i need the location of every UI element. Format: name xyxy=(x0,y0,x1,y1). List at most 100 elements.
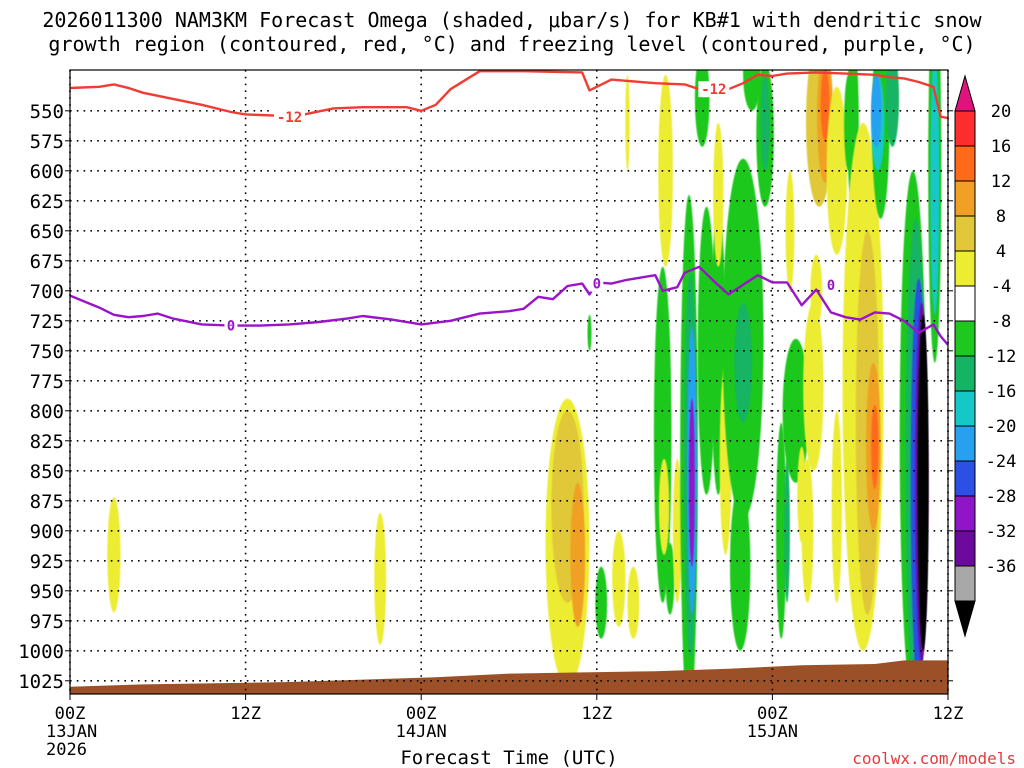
contour-label-4: 0 xyxy=(827,278,835,294)
colorbar-swatch-8 xyxy=(954,355,976,392)
omega-cell-25 xyxy=(734,302,752,423)
y-tick-label-950: 950 xyxy=(30,581,64,603)
x-tick-date-24: 14JAN xyxy=(396,722,447,742)
x-tick-date-0: 13JAN xyxy=(46,722,97,742)
y-tick-label-850: 850 xyxy=(30,461,64,483)
y-tick-label-725: 725 xyxy=(30,311,64,333)
colorbar-label--8: -8 xyxy=(991,312,1011,332)
contour-line-minus12 xyxy=(70,70,948,120)
x-axis-label: Forecast Time (UTC) xyxy=(400,747,617,768)
colorbar-label-4: 4 xyxy=(996,242,1006,262)
x-tick-label-48: 00Z xyxy=(757,704,788,724)
omega-cell-40 xyxy=(820,70,830,141)
omega-cell-59 xyxy=(930,70,940,315)
colorbar-swatch-9 xyxy=(954,390,976,427)
contour-label-bg-4 xyxy=(824,276,838,293)
omega-cell-26 xyxy=(730,482,751,651)
colorbar-swatch-5 xyxy=(954,250,976,287)
contour-label-bg-0 xyxy=(274,108,305,125)
colorbar-swatch-2 xyxy=(954,145,976,182)
contour-label-2: 0 xyxy=(227,319,235,335)
y-tick-label-975: 975 xyxy=(30,611,64,633)
colorbar-swatch-3 xyxy=(954,180,976,217)
credit-text: coolwx.com/models xyxy=(852,749,1016,768)
colorbar-swatch-1 xyxy=(954,110,976,147)
y-axis-ticks: 550 575 600 625 650 675 700 725 750 775 800 825 850 8… xyxy=(18,101,953,693)
contour-labels: -12 -12 0 0 0 xyxy=(224,81,838,335)
colorbar-label--12: -12 xyxy=(986,347,1017,367)
omega-cell-30 xyxy=(776,422,787,639)
colorbar-label--32: -32 xyxy=(986,522,1017,542)
y-tick-label-750: 750 xyxy=(30,341,64,363)
colorbar-swatch-12 xyxy=(954,495,976,532)
y-tick-label-1000: 1000 xyxy=(18,641,64,663)
omega-cell-57 xyxy=(917,314,929,651)
colorbar-label--24: -24 xyxy=(986,452,1017,472)
omega-cell-36 xyxy=(803,302,824,471)
colorbar-swatch-4 xyxy=(954,215,976,252)
y-tick-label-800: 800 xyxy=(30,401,64,423)
contour-label-bg-2 xyxy=(224,317,238,334)
colorbar-label--4: -4 xyxy=(991,277,1011,297)
y-tick-label-575: 575 xyxy=(30,131,64,153)
omega-cell-35 xyxy=(801,458,814,603)
omega-cell-9 xyxy=(625,74,630,171)
omega-cell-32 xyxy=(782,338,809,483)
x-tick-date-48: 15JAN xyxy=(747,722,798,742)
x-tick-label-24: 00Z xyxy=(406,704,437,724)
colorbar-label-20: 20 xyxy=(991,102,1011,122)
colorbar-label-8: 8 xyxy=(996,207,1006,227)
y-tick-label-625: 625 xyxy=(30,191,64,213)
omega-cell-13 xyxy=(665,542,675,615)
chart-title-line2: growth region (contoured, red, °C) and f… xyxy=(48,32,975,56)
omega-cell-6 xyxy=(595,566,608,639)
y-tick-label-875: 875 xyxy=(30,491,64,513)
colorbar-swatch-7 xyxy=(954,320,976,357)
y-tick-label-900: 900 xyxy=(30,521,64,543)
omega-cell-1 xyxy=(374,512,387,645)
omega-cell-7 xyxy=(612,530,626,627)
omega-cell-48 xyxy=(871,404,879,489)
colorbar-swatch-10 xyxy=(954,425,976,462)
omega-cell-31 xyxy=(784,458,790,603)
plot-frame xyxy=(69,69,949,695)
omega-cell-5 xyxy=(587,314,592,351)
omega-cell-29 xyxy=(760,74,770,171)
x-tick-label-60: 12Z xyxy=(933,704,964,724)
y-tick-label-700: 700 xyxy=(30,281,64,303)
omega-cell-0 xyxy=(107,497,121,613)
omega-cell-33 xyxy=(785,170,795,291)
chart-title-line1: 2026011300 NAM3KM Forecast Omega (shaded… xyxy=(42,8,982,32)
omega-cell-52 xyxy=(885,70,899,147)
omega-cell-42 xyxy=(831,410,842,603)
contour-label-bg-1 xyxy=(698,81,730,98)
contour-label-0: -12 xyxy=(277,110,302,126)
y-tick-label-925: 925 xyxy=(30,551,64,573)
x-tick-year-0: 2026 xyxy=(46,740,87,760)
contour-label-1: -12 xyxy=(701,82,726,98)
colorbar-swatch-13 xyxy=(954,530,976,567)
colorbar-label-16: 16 xyxy=(991,137,1011,157)
x-tick-label-0: 00Z xyxy=(55,704,86,724)
contour-label-3: 0 xyxy=(593,277,601,293)
y-tick-label-825: 825 xyxy=(30,431,64,453)
y-tick-label-650: 650 xyxy=(30,221,64,243)
omega-cell-8 xyxy=(627,566,640,639)
colorbar-swatch-14 xyxy=(954,565,976,602)
y-tick-label-1025: 1025 xyxy=(18,671,64,693)
omega-cell-18 xyxy=(689,398,695,567)
colorbar: 20 16 12 8 4 -4 -8 -12 -16 -20 -24 -28 -32 -36 xyxy=(954,74,1017,638)
colorbar-label-12: 12 xyxy=(991,172,1011,192)
colorbar-label--20: -20 xyxy=(986,417,1017,437)
y-tick-label-775: 775 xyxy=(30,371,64,393)
colorbar-swatch-6 xyxy=(954,285,976,322)
contour-label-bg-3 xyxy=(590,275,604,292)
colorbar-min-arrow xyxy=(954,600,976,638)
colorbar-label--36: -36 xyxy=(986,557,1017,577)
y-tick-label-600: 600 xyxy=(30,161,64,183)
x-tick-label-12: 12Z xyxy=(230,704,261,724)
omega-cell-12 xyxy=(659,458,670,555)
